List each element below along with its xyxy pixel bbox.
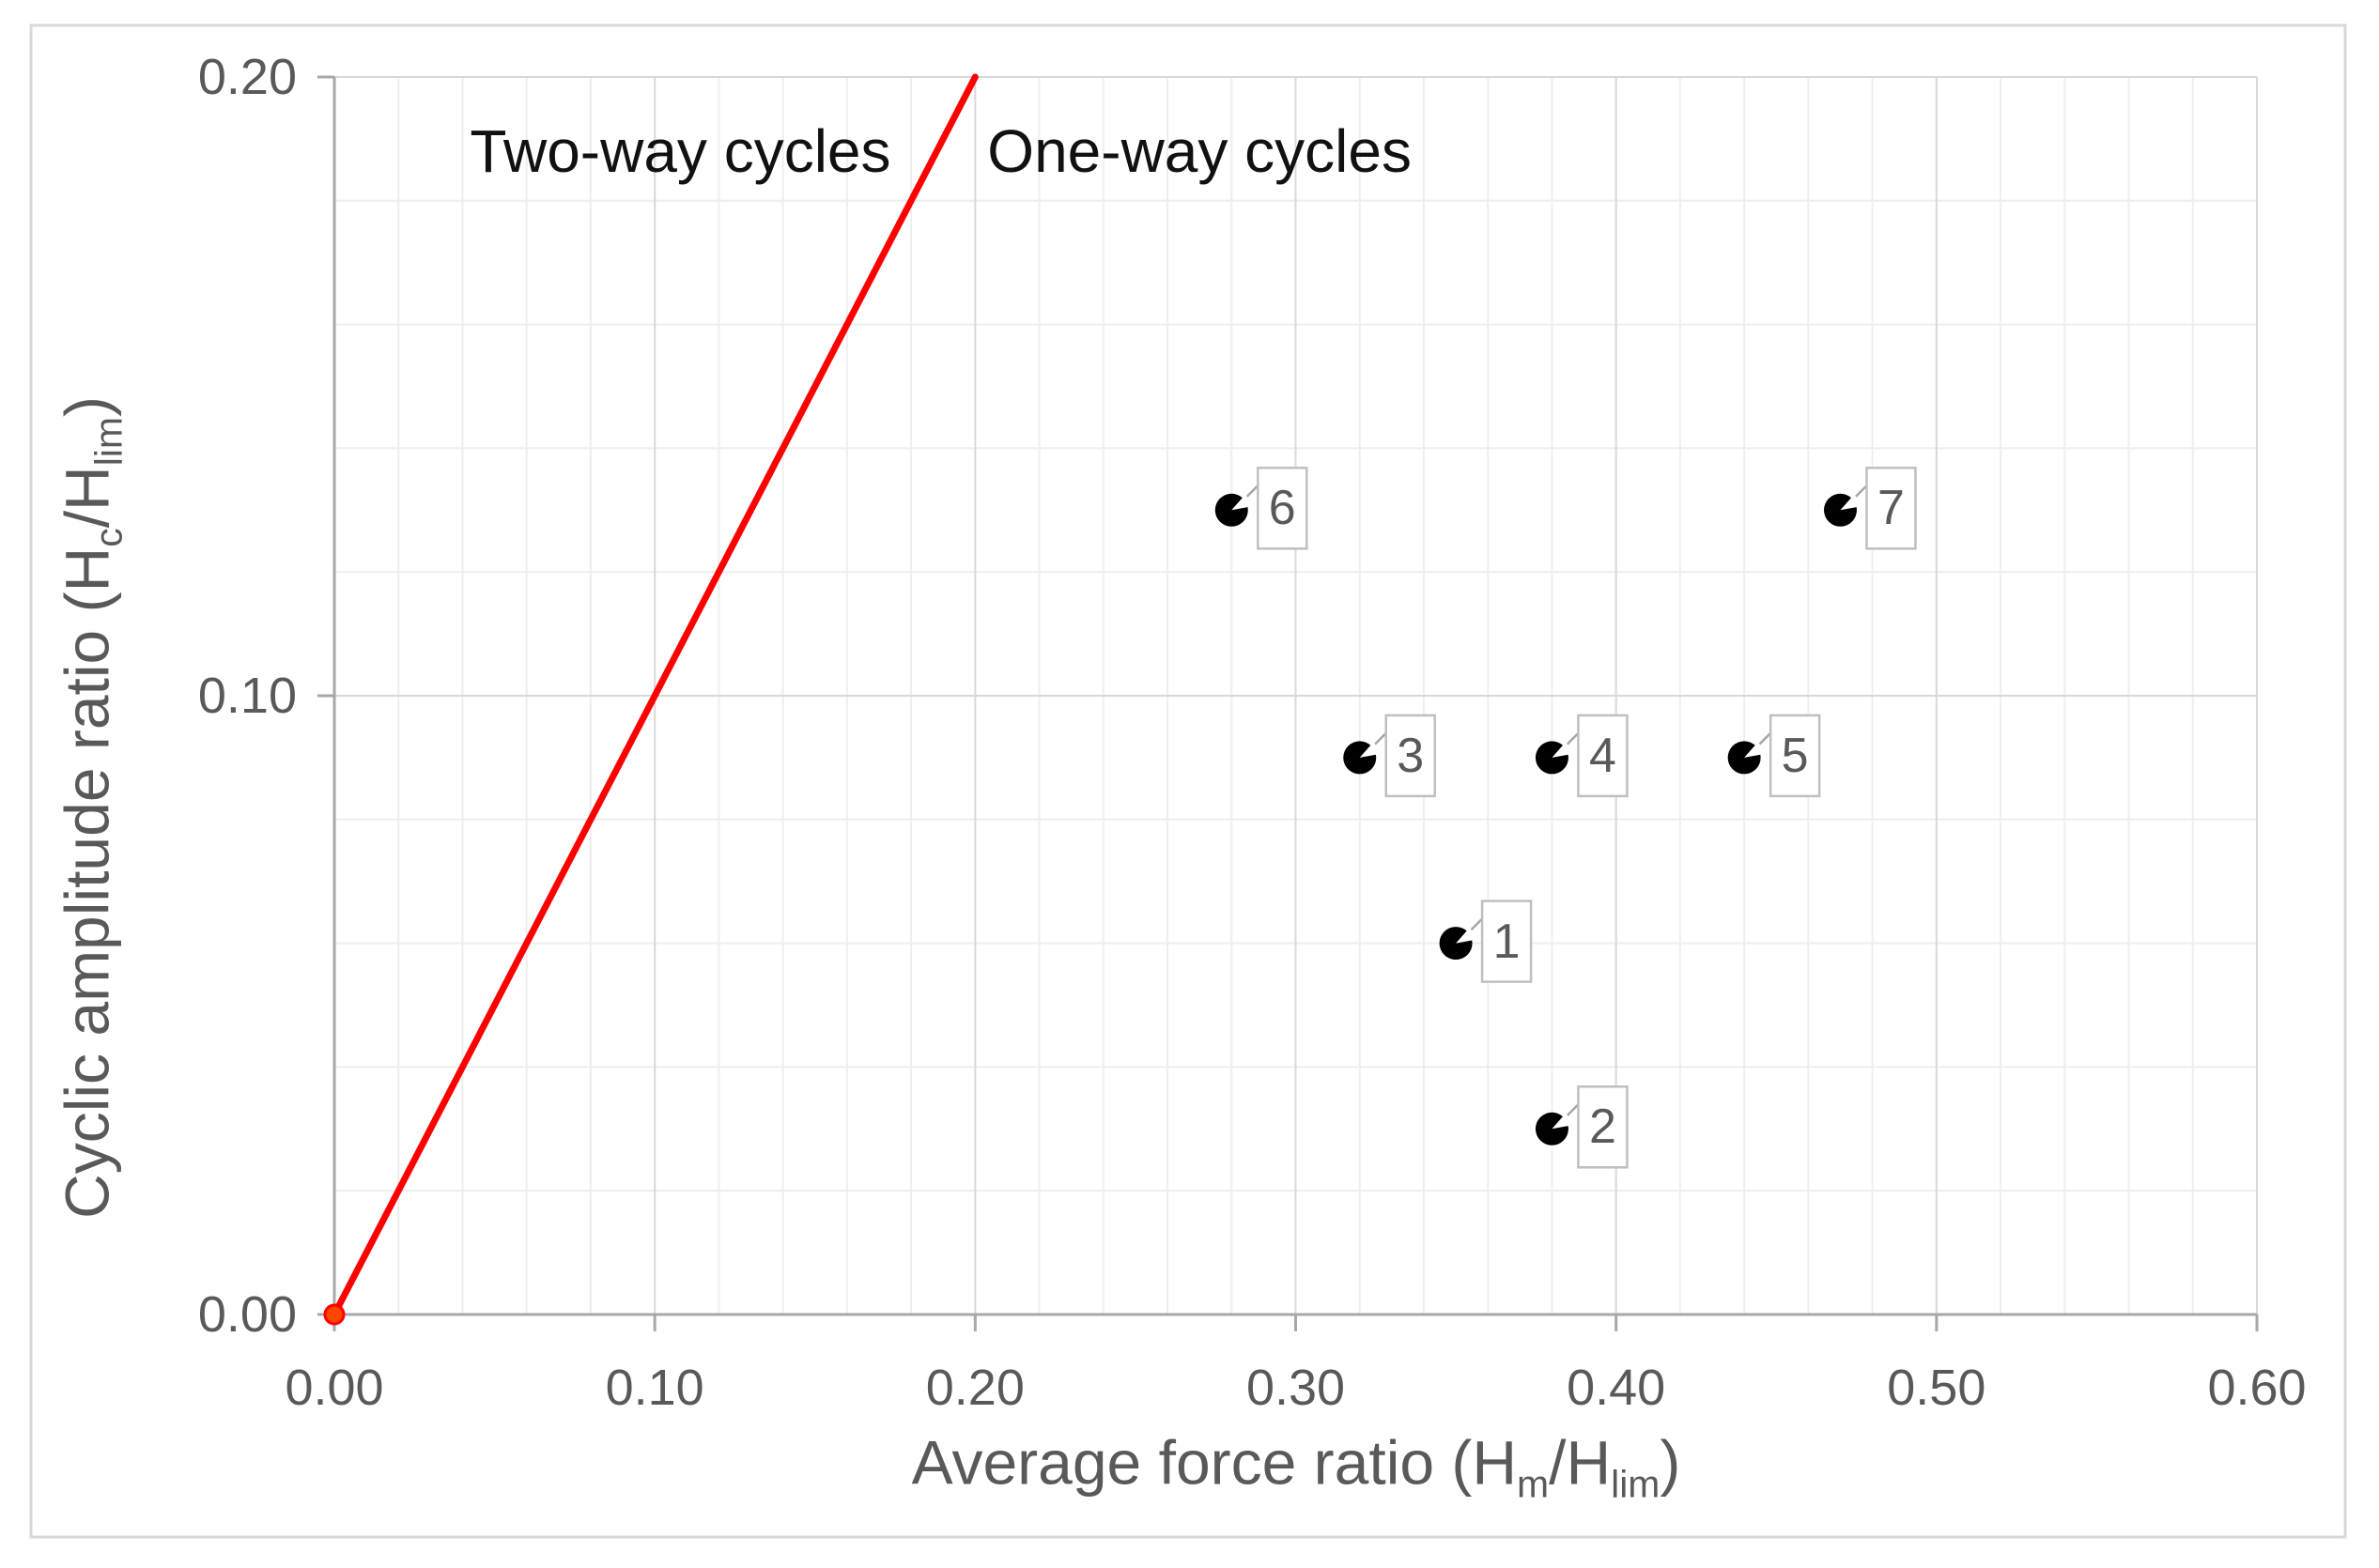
x-axis-subscript-lim: lim [1611,1462,1661,1506]
y-tick-label-0.00: 0.00 [197,1286,297,1343]
point-label-5: 5 [1781,728,1809,783]
y-tick-label-0.20: 0.20 [197,49,297,105]
marker-notch-1 [1456,927,1477,944]
y-axis-subscript-c: c [86,528,131,547]
y-axis-title-text: Cyclic amplitude ratio (H [52,546,122,1219]
marker-notch-5 [1744,741,1766,758]
figure-border-rect [29,23,2347,1539]
point-label-box-6 [1257,467,1308,550]
y-axis-title: Cyclic amplitude ratio (Hc/Hlim) [51,396,131,1219]
x-tick-label-0.20: 0.20 [925,1360,1025,1416]
marker-notch-6 [1231,494,1253,511]
x-tick-label-0.30: 0.30 [1245,1360,1346,1416]
cycle-boundary-line [323,73,979,1326]
marker-notch-4 [1552,741,1573,758]
separator-line [331,73,979,1318]
point-label-7: 7 [1877,481,1905,536]
x-tick-label-0.60: 0.60 [2207,1360,2307,1416]
point-label-6: 6 [1268,481,1296,536]
data-points [1214,467,1917,1169]
y-axis-subscript-lim: lim [86,417,131,467]
annotation-two-way-cycles: Two-way cycles [470,117,891,186]
marker-notch-7 [1840,494,1861,511]
point-label-box-7 [1865,467,1917,550]
point-label-box-2 [1577,1085,1629,1169]
y-axis-title-close: ) [52,396,122,418]
x-tick-label-0.40: 0.40 [1567,1360,1666,1416]
figure-border [29,23,2347,1539]
x-axis-title-mid: /H [1549,1427,1612,1498]
annotation-one-way-cycles: One-way cycles [987,117,1412,186]
point-label-box-3 [1384,714,1436,798]
point-label-4: 4 [1588,728,1616,783]
point-label-box-5 [1769,714,1821,798]
x-axis-title-text: Average force ratio (H [911,1427,1518,1498]
axes-and-ticks [317,75,2259,1331]
marker-notch-2 [1552,1113,1573,1130]
x-tick-label-0.10: 0.10 [605,1360,704,1416]
x-axis-subscript-m: m [1517,1462,1550,1506]
point-label-1: 1 [1492,914,1521,969]
x-axis-title: Average force ratio (Hm/Hlim) [912,1426,1681,1506]
x-axis-title-close: ) [1660,1427,1681,1498]
y-tick-label-0.10: 0.10 [197,668,297,724]
marker-notch-3 [1359,741,1381,758]
x-tick-label-0.50: 0.50 [1887,1360,1986,1416]
y-axis-title-mid: /H [52,466,122,529]
origin-marker [323,1303,346,1326]
point-label-3: 3 [1397,728,1425,783]
point-label-box-1 [1480,899,1533,983]
point-label-box-4 [1577,714,1629,798]
point-label-2: 2 [1588,1099,1616,1155]
gridlines-major [334,76,2258,1314]
x-tick-label-0.00: 0.00 [285,1360,384,1416]
